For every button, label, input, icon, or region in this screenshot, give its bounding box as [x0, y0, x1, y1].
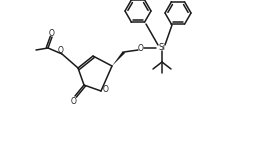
- Text: O: O: [71, 96, 77, 106]
- Text: O: O: [138, 44, 144, 53]
- Polygon shape: [112, 51, 125, 66]
- Text: O: O: [103, 86, 109, 95]
- Text: Si: Si: [158, 42, 166, 52]
- Text: O: O: [49, 29, 55, 37]
- Text: O: O: [58, 45, 64, 54]
